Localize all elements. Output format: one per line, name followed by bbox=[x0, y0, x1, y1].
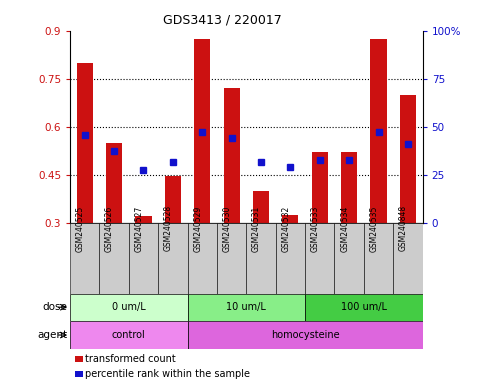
Text: GSM240528: GSM240528 bbox=[164, 205, 173, 252]
Text: dose: dose bbox=[43, 302, 68, 312]
Bar bbox=[246, 223, 276, 294]
Bar bbox=[400, 95, 416, 223]
Bar bbox=[187, 294, 305, 321]
Bar bbox=[194, 39, 210, 223]
Bar bbox=[305, 294, 423, 321]
Bar bbox=[217, 223, 246, 294]
Bar bbox=[135, 216, 152, 223]
Text: GSM240527: GSM240527 bbox=[134, 205, 143, 252]
Bar bbox=[187, 321, 423, 349]
Text: transformed count: transformed count bbox=[85, 354, 176, 364]
Text: 10 um/L: 10 um/L bbox=[227, 302, 266, 312]
Bar bbox=[158, 223, 187, 294]
Bar bbox=[106, 143, 122, 223]
Text: GSM240534: GSM240534 bbox=[340, 205, 349, 252]
Bar bbox=[224, 88, 240, 223]
Bar bbox=[334, 223, 364, 294]
Text: GSM240531: GSM240531 bbox=[252, 205, 261, 252]
Bar bbox=[70, 321, 187, 349]
Bar bbox=[99, 223, 129, 294]
Bar bbox=[129, 223, 158, 294]
Text: GSM240530: GSM240530 bbox=[223, 205, 232, 252]
Text: homocysteine: homocysteine bbox=[271, 330, 340, 340]
Text: GSM240532: GSM240532 bbox=[282, 205, 290, 252]
Bar bbox=[312, 152, 328, 223]
Bar bbox=[393, 223, 423, 294]
Text: GSM240533: GSM240533 bbox=[311, 205, 320, 252]
Text: GSM240525: GSM240525 bbox=[76, 205, 85, 252]
Bar bbox=[70, 294, 187, 321]
Text: GDS3413 / 220017: GDS3413 / 220017 bbox=[163, 13, 282, 26]
Bar bbox=[364, 223, 393, 294]
Bar bbox=[165, 176, 181, 223]
Bar bbox=[70, 223, 99, 294]
Text: agent: agent bbox=[38, 330, 68, 340]
Bar bbox=[253, 191, 269, 223]
Text: percentile rank within the sample: percentile rank within the sample bbox=[85, 369, 251, 379]
Text: GSM240535: GSM240535 bbox=[369, 205, 379, 252]
Text: GSM240526: GSM240526 bbox=[105, 205, 114, 252]
Text: GSM240848: GSM240848 bbox=[399, 205, 408, 252]
Bar bbox=[75, 371, 83, 377]
Bar bbox=[276, 223, 305, 294]
Bar bbox=[77, 63, 93, 223]
Text: 100 um/L: 100 um/L bbox=[341, 302, 387, 312]
Bar bbox=[370, 39, 386, 223]
Bar bbox=[187, 223, 217, 294]
Text: 0 um/L: 0 um/L bbox=[112, 302, 146, 312]
Bar bbox=[341, 152, 357, 223]
Text: control: control bbox=[112, 330, 146, 340]
Bar bbox=[305, 223, 335, 294]
Bar bbox=[75, 356, 83, 362]
Bar bbox=[283, 215, 298, 223]
Text: GSM240529: GSM240529 bbox=[193, 205, 202, 252]
